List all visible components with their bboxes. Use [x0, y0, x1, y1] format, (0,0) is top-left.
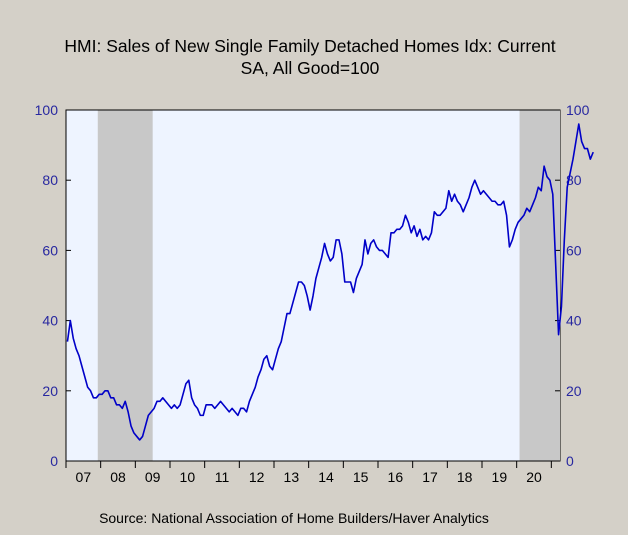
x-tick-label: 20: [526, 469, 542, 485]
x-tick-label: 18: [457, 469, 473, 485]
y-tick-label-left: 40: [42, 313, 58, 329]
y-tick-label-right: 40: [566, 313, 582, 329]
x-tick-label: 19: [492, 469, 508, 485]
x-tick-label: 08: [110, 469, 126, 485]
chart-title: HMI: Sales of New Single Family Detached…: [64, 36, 555, 56]
source-note: Source: National Association of Home Bui…: [99, 510, 489, 526]
y-tick-label-left: 60: [42, 242, 58, 258]
y-tick-label-left: 0: [50, 453, 58, 469]
y-tick-label-left: 80: [42, 172, 58, 188]
x-tick-label: 07: [76, 469, 92, 485]
recession-band: [97, 110, 153, 461]
y-tick-label-right: 20: [566, 383, 582, 399]
x-tick-label: 13: [284, 469, 300, 485]
chart-subtitle: SA, All Good=100: [241, 58, 380, 78]
x-tick-label: 10: [180, 469, 196, 485]
y-tick-label-right: 100: [566, 102, 590, 118]
y-tick-label-right: 0: [566, 453, 574, 469]
recession-band: [519, 110, 560, 461]
series-line: [66, 123, 594, 441]
x-tick-label: 17: [422, 469, 438, 485]
x-tick-label: 16: [388, 469, 404, 485]
x-tick-label: 11: [215, 469, 230, 485]
x-tick-label: 14: [318, 469, 334, 485]
y-tick-label-left: 20: [42, 383, 58, 399]
x-tick-label: 12: [249, 469, 265, 485]
x-tick-label: 09: [145, 469, 161, 485]
y-tick-label-right: 60: [566, 242, 582, 258]
x-tick-label: 15: [353, 469, 369, 485]
y-tick-label-left: 100: [35, 102, 59, 118]
